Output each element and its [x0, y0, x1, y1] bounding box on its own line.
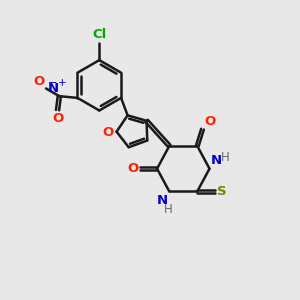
Text: Cl: Cl — [92, 28, 106, 41]
Text: N: N — [48, 82, 59, 95]
Text: O: O — [128, 162, 139, 175]
Text: O: O — [33, 75, 44, 88]
Text: +: + — [58, 79, 67, 88]
Text: N: N — [211, 154, 222, 167]
Text: S: S — [217, 185, 226, 198]
Text: N: N — [157, 194, 168, 206]
Text: O: O — [52, 112, 63, 125]
Text: −: − — [48, 78, 57, 88]
Text: H: H — [164, 202, 172, 216]
Text: O: O — [103, 126, 114, 139]
Text: H: H — [221, 152, 230, 164]
Text: O: O — [204, 115, 215, 128]
